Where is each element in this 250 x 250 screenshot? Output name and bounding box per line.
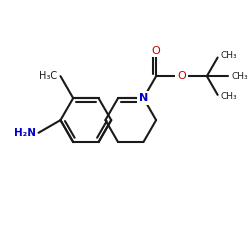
Text: H₂N: H₂N	[14, 128, 36, 138]
Text: O: O	[177, 71, 186, 81]
Text: CH₃: CH₃	[220, 51, 237, 60]
Text: H₃C: H₃C	[40, 71, 58, 81]
Text: O: O	[152, 46, 160, 56]
Text: CH₃: CH₃	[220, 92, 237, 101]
Text: N: N	[139, 93, 148, 103]
Text: CH₃: CH₃	[231, 72, 248, 81]
